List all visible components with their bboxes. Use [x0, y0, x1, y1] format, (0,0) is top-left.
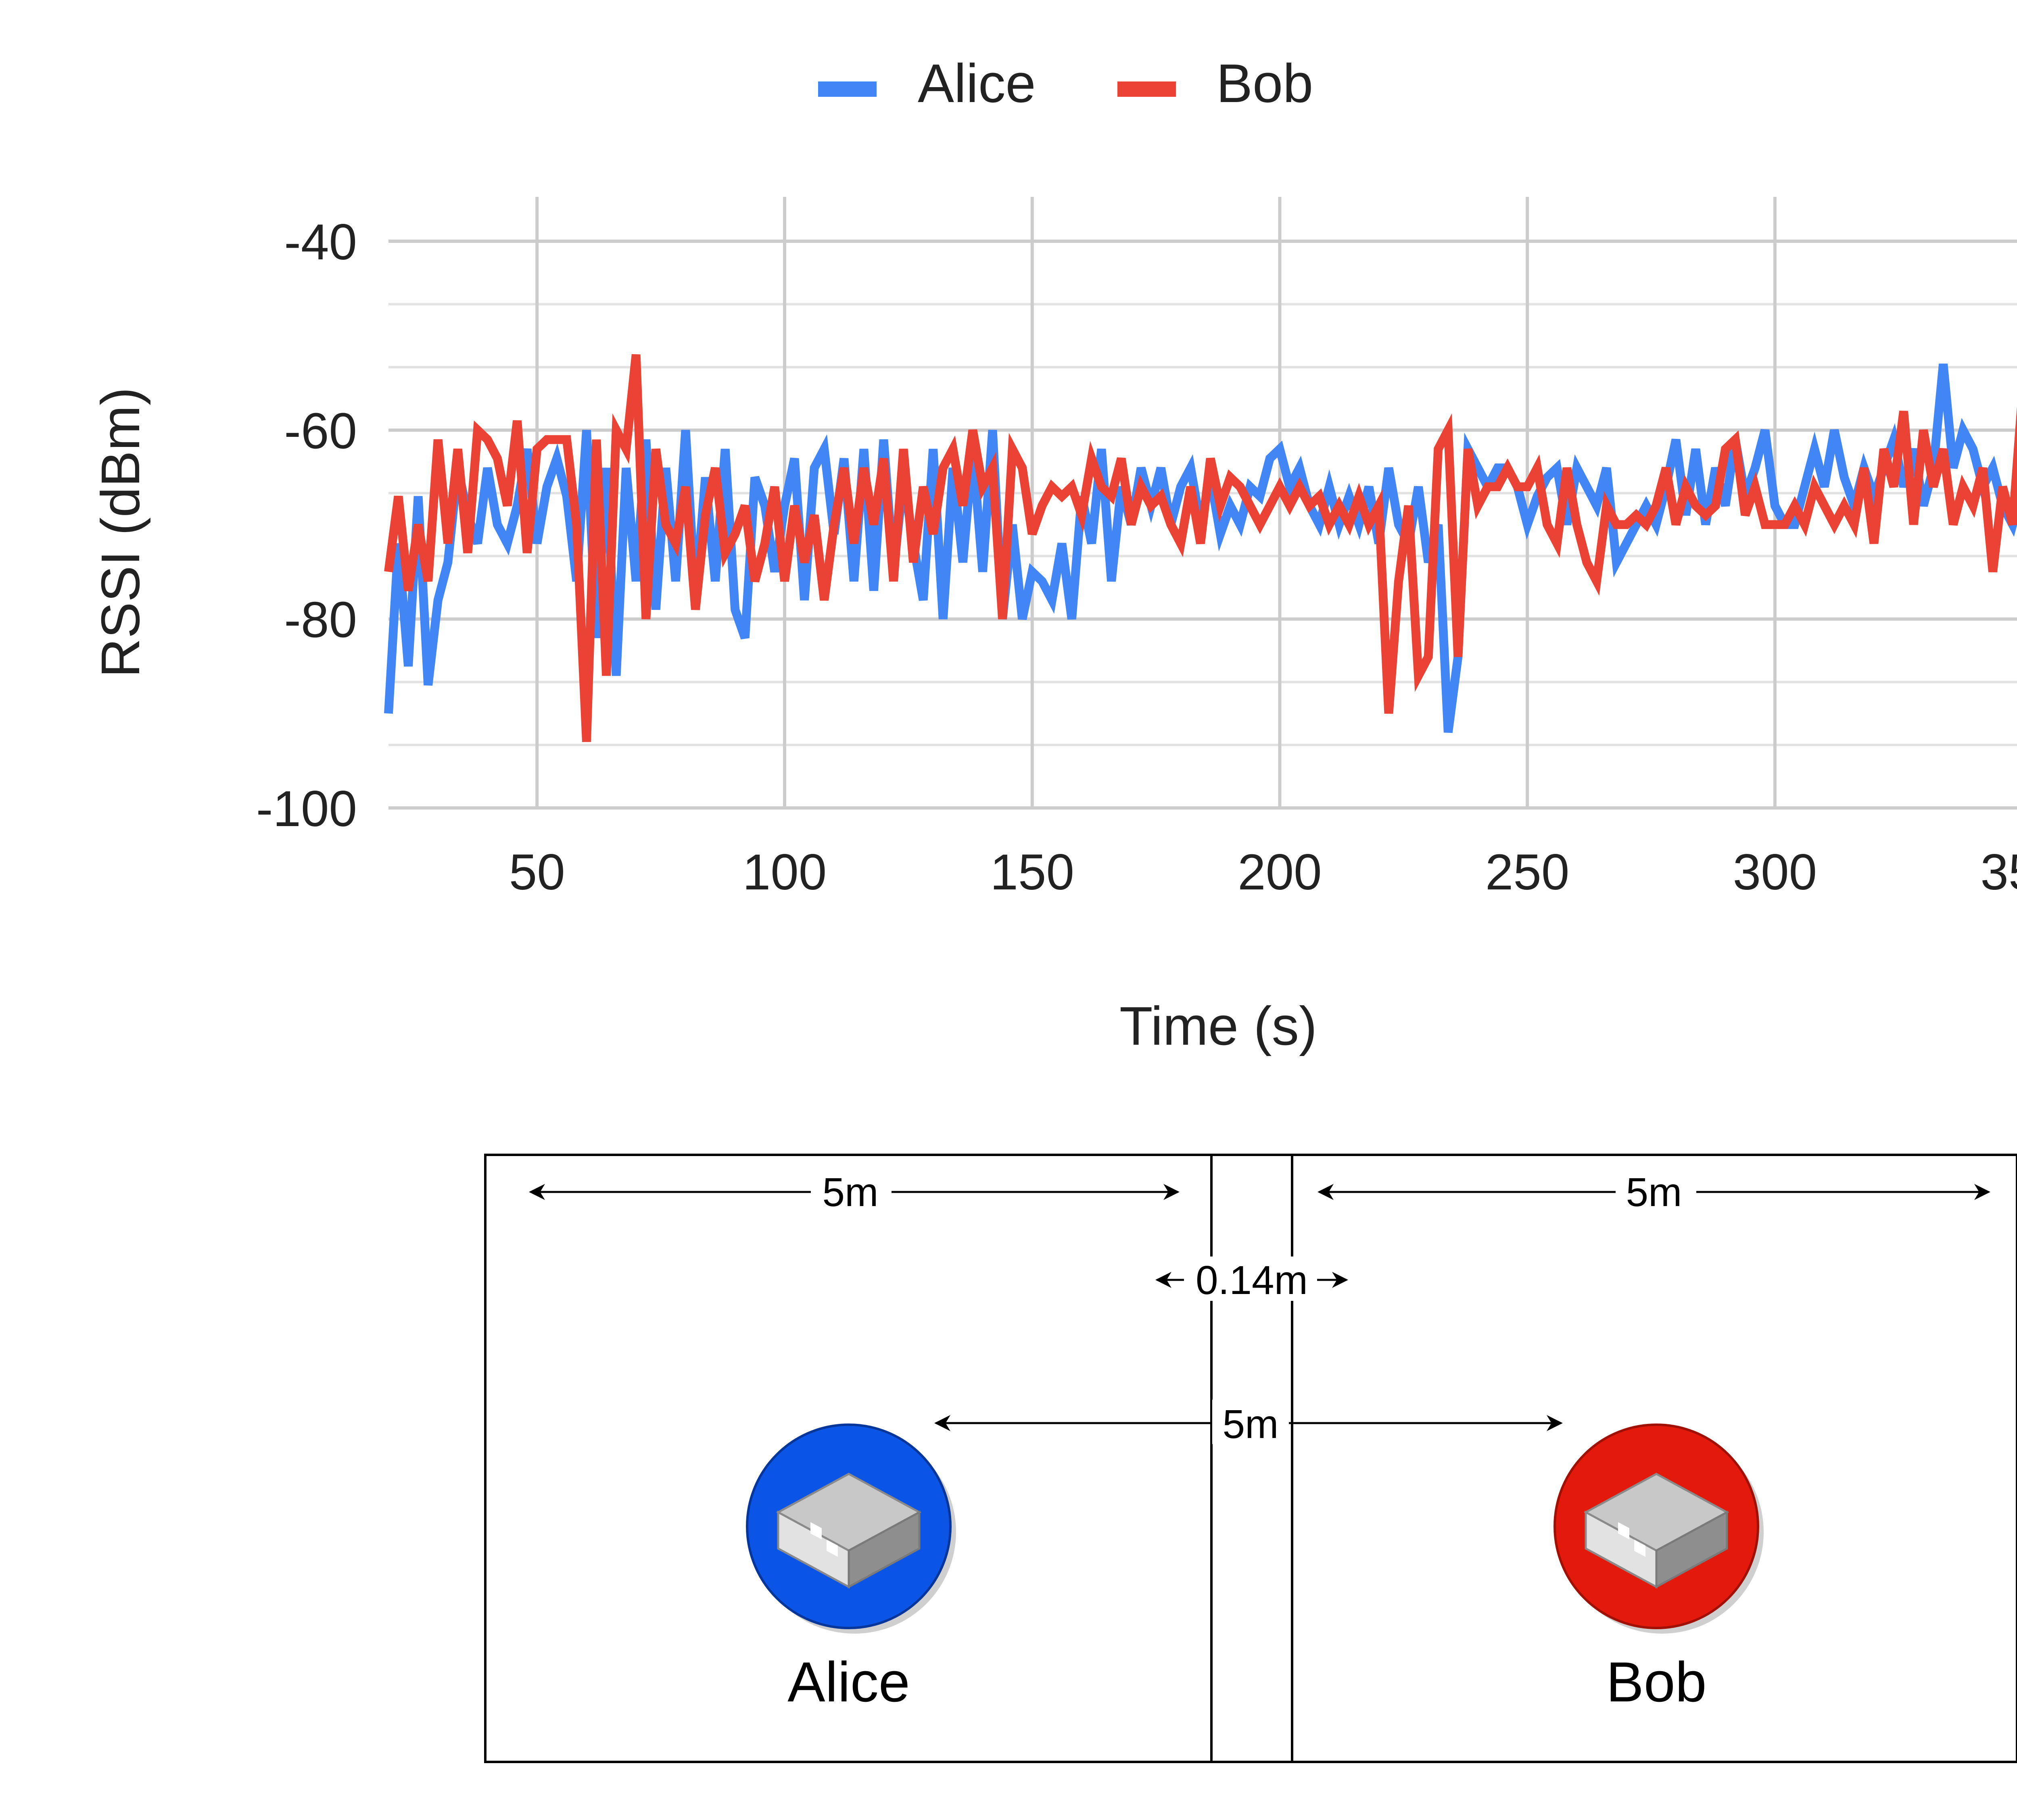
device-distance-label: 5m [1223, 1402, 1279, 1447]
x-axis-label: Time (s) [1119, 996, 1317, 1056]
y-tick-label: -60 [284, 403, 357, 459]
series-lines [384, 354, 2017, 742]
y-axis-label: RSSI (dBm) [90, 387, 151, 678]
bob-device-label: Bob [1606, 1650, 1706, 1714]
x-tick-label: 250 [1485, 844, 1570, 900]
gap-dimension-label: 0.14m [1196, 1258, 1308, 1303]
x-tick-labels: 50 100 150 200 250 300 350 [509, 844, 2017, 900]
series-line-bob [384, 354, 2017, 742]
y-tick-label: -40 [284, 214, 357, 270]
y-tick-labels: -40 -60 -80 -100 [256, 214, 357, 837]
legend-swatch-bob [1117, 81, 1176, 97]
floor-plan-outline [484, 1154, 2017, 1763]
x-tick-label: 50 [509, 844, 565, 900]
room-diagram: 5m 5m 0.14m 5m Alice [484, 1154, 2017, 1763]
y-tick-label: -80 [284, 592, 357, 648]
legend-label-bob: Bob [1216, 53, 1313, 114]
legend-swatch-alice [818, 81, 877, 97]
x-tick-label: 300 [1733, 844, 1817, 900]
y-tick-label: -100 [256, 781, 357, 837]
x-tick-label: 100 [743, 844, 827, 900]
legend: Alice Bob [818, 53, 1313, 114]
x-tick-label: 350 [1980, 844, 2017, 900]
router-icon [776, 1473, 922, 1589]
router-icon [1583, 1473, 1729, 1589]
x-tick-label: 200 [1238, 844, 1322, 900]
right-room-dimension-label: 5m [1626, 1170, 1682, 1215]
line-chart: -40 -60 -80 -100 50 100 150 200 250 300 350 RSSI … [90, 197, 2017, 1056]
legend-label-alice: Alice [918, 53, 1036, 114]
bob-device: Bob [1553, 1423, 1764, 1714]
series-line-alice [384, 363, 2017, 733]
alice-device-label: Alice [787, 1650, 910, 1714]
left-room-dimension-label: 5m [823, 1170, 879, 1215]
alice-device: Alice [746, 1423, 956, 1714]
x-tick-label: 150 [990, 844, 1074, 900]
